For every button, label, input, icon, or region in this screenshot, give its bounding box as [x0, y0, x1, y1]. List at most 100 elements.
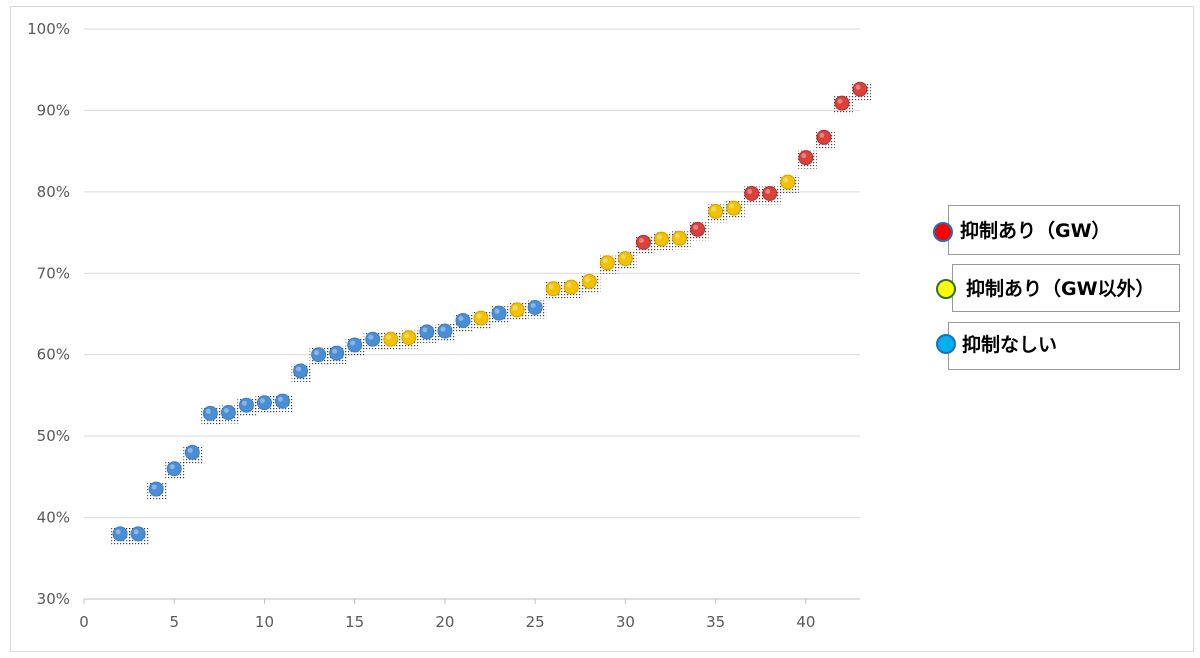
axes: [83, 598, 860, 604]
data-point: [130, 526, 146, 542]
data-point: [816, 129, 832, 145]
legend-label-gw: 抑制あり（GW）: [960, 220, 1111, 242]
point-highlight: [151, 484, 157, 490]
tick-labels: 30% 40% 50% 60% 70% 80% 90% 100% 0 5 10 15 20 25 30 35 4…: [27, 20, 815, 631]
point-highlight: [404, 333, 410, 339]
data-point: [329, 345, 345, 361]
data-point: [581, 273, 597, 289]
point-highlight: [530, 302, 536, 308]
data-point: [455, 313, 471, 329]
data-point: [690, 221, 706, 237]
x-tick-label: 0: [79, 613, 89, 631]
data-point: [599, 255, 615, 271]
data-point: [509, 302, 525, 318]
data-point: [635, 234, 651, 250]
x-tick-label: 20: [435, 613, 454, 631]
data-point: [780, 174, 796, 190]
legend-marker-yellow: [936, 279, 956, 299]
data-point: [473, 310, 489, 326]
point-highlight: [205, 408, 211, 414]
data-point: [653, 231, 669, 247]
y-tick-label: 50%: [37, 427, 70, 445]
data-point: [184, 444, 200, 460]
data-point: [166, 461, 182, 477]
point-highlight: [711, 206, 717, 212]
point-highlight: [494, 308, 500, 314]
point-highlight: [855, 84, 861, 90]
data-point: [148, 481, 164, 497]
data-point: [708, 203, 724, 219]
point-highlight: [584, 276, 590, 282]
point-highlight: [837, 98, 843, 104]
point-highlight: [133, 529, 139, 535]
data-point: [798, 150, 814, 166]
point-highlight: [422, 327, 428, 333]
point-highlight: [241, 400, 247, 406]
point-highlight: [259, 398, 265, 404]
point-highlight: [783, 177, 789, 183]
point-highlight: [548, 284, 554, 290]
data-point: [672, 230, 688, 246]
data-point: [112, 526, 128, 542]
data-point: [852, 81, 868, 97]
point-highlight: [801, 153, 807, 159]
point-highlight: [512, 305, 518, 311]
x-tick-label: 10: [255, 613, 274, 631]
data-point: [401, 330, 417, 346]
data-point: [744, 185, 760, 201]
legend-box-gw: [948, 205, 1180, 255]
y-tick-label: 30%: [37, 590, 70, 608]
x-tick-label: 5: [169, 613, 179, 631]
legend-marker-red: [933, 222, 953, 242]
data-point: [383, 331, 399, 347]
data-point: [491, 305, 507, 321]
data-point: [347, 337, 363, 353]
gridlines: [84, 28, 860, 519]
point-highlight: [765, 188, 771, 194]
point-highlight: [350, 340, 356, 346]
y-tick-label: 60%: [37, 346, 70, 364]
data-point: [220, 405, 236, 421]
point-highlight: [187, 447, 193, 453]
data-point: [545, 281, 561, 297]
point-highlight: [278, 396, 284, 402]
legend-box-non-gw: [952, 264, 1180, 312]
legend-label-none: 抑制なしい: [962, 334, 1058, 356]
point-highlight: [729, 203, 735, 209]
point-highlight: [223, 408, 229, 414]
data-point: [834, 95, 850, 111]
point-highlight: [458, 316, 464, 322]
legend-label-non-gw: 抑制あり（GW以外）: [966, 278, 1155, 300]
legend-marker-blue: [936, 334, 956, 354]
y-tick-label: 40%: [37, 509, 70, 527]
x-tick-label: 40: [796, 613, 815, 631]
chart-frame: [10, 6, 1194, 652]
x-tick-label: 15: [345, 613, 364, 631]
point-highlight: [296, 366, 302, 372]
point-highlight: [675, 233, 681, 239]
y-tick-label: 70%: [37, 264, 70, 282]
data-point: [563, 279, 579, 295]
point-highlight: [566, 282, 572, 288]
point-highlight: [620, 254, 626, 260]
point-highlight: [440, 326, 446, 332]
point-highlight: [476, 313, 482, 319]
data-point: [762, 185, 778, 201]
point-highlight: [656, 234, 662, 240]
data-point: [365, 331, 381, 347]
point-highlight: [386, 334, 392, 340]
data-point: [202, 405, 218, 421]
legend-box-none: [948, 322, 1180, 370]
point-highlight: [819, 132, 825, 138]
point-highlight: [169, 464, 175, 470]
x-tick-label: 25: [526, 613, 545, 631]
point-highlight: [638, 237, 644, 243]
point-highlight: [314, 350, 320, 356]
data-points: [111, 81, 871, 545]
point-highlight: [747, 188, 753, 194]
data-point: [293, 363, 309, 379]
data-point: [726, 200, 742, 216]
x-tick-label: 35: [706, 613, 725, 631]
data-point: [527, 299, 543, 315]
